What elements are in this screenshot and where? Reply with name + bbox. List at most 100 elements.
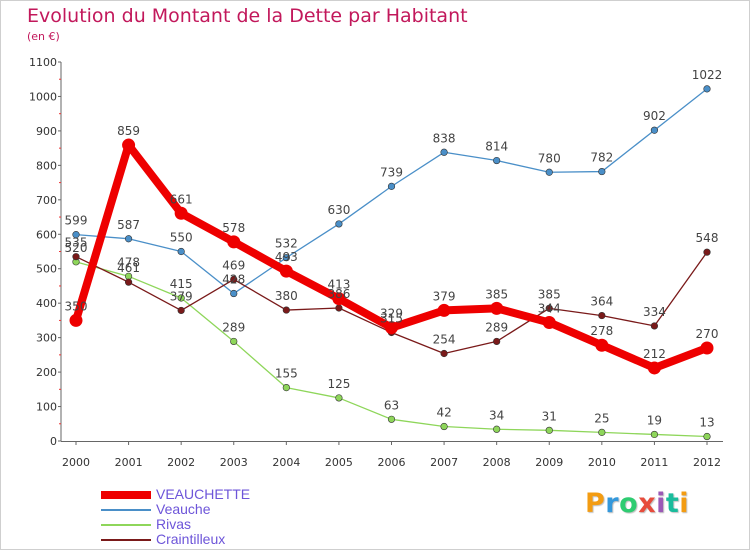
legend-swatch xyxy=(101,491,151,499)
data-point-1-7 xyxy=(440,148,448,156)
data-point-1-9 xyxy=(545,168,553,176)
logo-letter: P xyxy=(585,488,606,519)
logo-letter: i xyxy=(679,488,690,519)
data-label-3-4: 380 xyxy=(275,289,298,303)
y-tick-label: 500 xyxy=(36,263,57,276)
data-label-0-4: 493 xyxy=(275,250,298,264)
x-tick-label: 2002 xyxy=(167,456,195,469)
data-label-0-7: 379 xyxy=(433,289,456,303)
data-point-1-10 xyxy=(598,167,606,176)
data-label-1-7: 838 xyxy=(433,131,456,145)
data-point-3-10 xyxy=(598,311,606,320)
proxiti-logo: Proxiti xyxy=(585,488,689,519)
y-tick-label: 100 xyxy=(36,401,57,414)
y-tick-label: 200 xyxy=(36,366,57,379)
legend-label: VEAUCHETTE xyxy=(156,486,251,502)
data-point-0-10 xyxy=(595,338,609,352)
data-label-1-11: 902 xyxy=(643,109,666,123)
data-label-1-10: 782 xyxy=(590,151,613,165)
data-point-1-3 xyxy=(230,289,238,298)
series-points-layer xyxy=(69,85,714,441)
legend-item-0: VEAUCHETTE xyxy=(101,486,301,502)
x-tick-label: 2000 xyxy=(62,456,90,469)
data-point-2-7 xyxy=(440,422,448,431)
data-label-3-5: 386 xyxy=(327,287,350,301)
x-tick-label: 2001 xyxy=(115,456,143,469)
data-label-2-7: 42 xyxy=(436,406,451,420)
data-label-0-8: 385 xyxy=(485,287,508,301)
series-lines-layer xyxy=(72,88,711,438)
data-label-2-5: 125 xyxy=(327,377,350,391)
legend: VEAUCHETTE Veauche Rivas Craintilleux xyxy=(101,486,301,547)
data-label-0-11: 212 xyxy=(643,347,666,361)
logo-letter: o xyxy=(619,488,639,519)
data-point-2-4 xyxy=(282,383,290,392)
data-label-0-3: 578 xyxy=(222,221,245,235)
data-label-1-8: 814 xyxy=(485,140,508,154)
data-point-2-3 xyxy=(230,337,238,346)
x-tick-label: 2008 xyxy=(483,456,511,469)
data-label-1-0: 599 xyxy=(65,214,88,228)
x-tick-label: 2010 xyxy=(588,456,616,469)
data-point-0-8 xyxy=(490,301,504,315)
legend-item-1: Veauche xyxy=(101,501,301,517)
data-label-0-5: 413 xyxy=(327,278,350,292)
series-line-1 xyxy=(75,88,708,295)
y-tick-label: 600 xyxy=(36,228,57,241)
data-point-2-8 xyxy=(493,425,501,433)
logo-letter: i xyxy=(656,488,666,519)
data-point-3-2 xyxy=(177,306,185,315)
data-point-1-11 xyxy=(650,126,659,134)
x-tick-label: 2006 xyxy=(378,456,406,469)
data-label-1-6: 739 xyxy=(380,165,403,179)
data-label-3-2: 379 xyxy=(170,289,193,303)
x-tick-label: 2003 xyxy=(220,456,248,469)
data-label-3-3: 469 xyxy=(222,258,245,272)
data-point-3-1 xyxy=(124,278,133,286)
x-tick-label: 2011 xyxy=(640,456,668,469)
data-label-2-9: 31 xyxy=(542,409,557,423)
data-label-3-6: 315 xyxy=(380,311,403,325)
legend-label: Veauche xyxy=(156,501,211,517)
data-point-1-5 xyxy=(335,220,343,228)
data-point-2-5 xyxy=(335,394,343,402)
data-point-2-2 xyxy=(177,294,185,302)
data-label-0-10: 278 xyxy=(590,324,613,338)
data-label-2-2: 415 xyxy=(170,277,193,291)
data-point-0-2 xyxy=(174,206,188,220)
data-point-3-9 xyxy=(545,304,553,312)
y-tick-label: 900 xyxy=(36,125,57,138)
chart-title: Evolution du Montant de la Dette par Hab… xyxy=(27,5,468,27)
legend-label: Rivas xyxy=(156,516,192,532)
data-point-0-4 xyxy=(279,264,293,278)
data-point-1-6 xyxy=(387,182,396,190)
legend-item-2: Rivas xyxy=(101,516,301,532)
data-point-3-5 xyxy=(335,304,343,312)
data-label-0-6: 329 xyxy=(380,307,403,321)
data-point-3-11 xyxy=(650,322,659,330)
data-label-3-1: 461 xyxy=(117,261,140,275)
data-label-2-10: 25 xyxy=(594,411,609,425)
data-label-1-4: 532 xyxy=(275,237,298,251)
data-label-3-8: 289 xyxy=(485,320,508,334)
data-point-0-6 xyxy=(385,321,398,335)
data-label-1-9: 780 xyxy=(538,151,561,165)
chart-unit-label: (en €) xyxy=(27,30,60,43)
data-label-1-5: 630 xyxy=(327,203,350,217)
data-label-2-6: 63 xyxy=(384,398,399,412)
legend-swatch xyxy=(101,524,151,526)
data-label-0-0: 350 xyxy=(65,299,88,313)
logo-letter: r xyxy=(605,488,620,519)
data-label-0-12: 270 xyxy=(696,327,719,341)
x-tick-label: 2005 xyxy=(325,456,353,469)
y-tick-label: 300 xyxy=(36,332,57,345)
y-tick-label: 0 xyxy=(50,435,57,448)
data-point-3-7 xyxy=(440,349,448,358)
data-point-1-8 xyxy=(493,156,501,165)
data-point-2-10 xyxy=(598,428,606,436)
data-point-1-1 xyxy=(124,235,133,243)
data-point-0-0 xyxy=(69,313,83,327)
data-label-1-3: 428 xyxy=(222,273,245,287)
data-point-0-5 xyxy=(332,292,346,306)
